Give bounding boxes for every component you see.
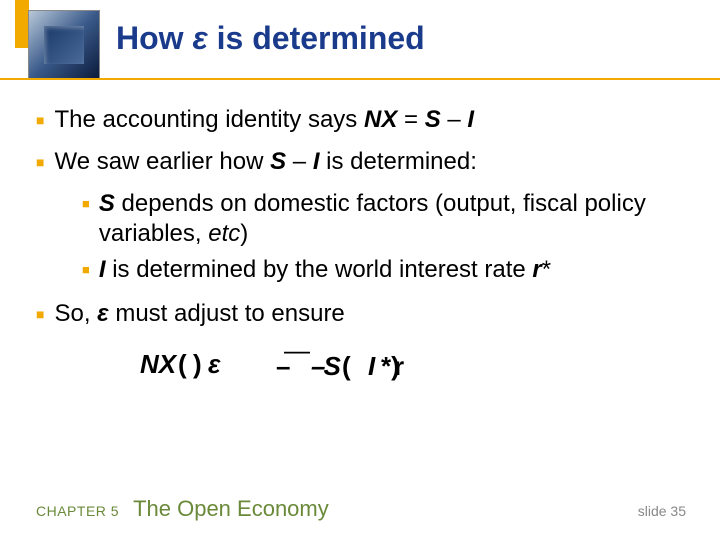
slide: How ε is determined ■ The accounting ide…: [0, 0, 720, 540]
bullet-2-text: We saw earlier how S – I is determined:: [54, 147, 476, 177]
bullet-2b: ■ I is determined by the world interest …: [82, 255, 686, 285]
text-etc: etc: [208, 220, 240, 247]
text: =: [397, 106, 424, 133]
text: The accounting identity says: [54, 106, 364, 133]
chapter-label: CHAPTER 5: [36, 503, 119, 519]
text: So,: [54, 300, 97, 327]
bullet-square-icon: ■: [82, 262, 90, 285]
bullet-3-text: So, ε must adjust to ensure: [54, 299, 344, 329]
bullet-square-icon: ■: [36, 154, 44, 177]
text: is determined:: [319, 148, 476, 175]
content-area: ■ The accounting identity says NX = S – …: [36, 105, 686, 385]
var-nx: NX: [364, 106, 397, 133]
slide-title: How ε is determined: [116, 20, 425, 57]
bullet-square-icon: ■: [36, 112, 44, 135]
corner-decorative-image: [28, 10, 100, 80]
accent-bar: [15, 0, 29, 48]
var-s: S: [99, 190, 115, 217]
slide-number: slide 35: [638, 503, 686, 519]
text: must adjust to ensure: [109, 300, 345, 327]
chapter-title: The Open Economy: [133, 496, 329, 522]
eq-nx: NX: [140, 349, 176, 380]
text: –: [286, 148, 313, 175]
text: depends on domestic factors (output, fis…: [99, 190, 646, 247]
title-suffix: is determined: [208, 20, 425, 56]
eq-s: –S: [311, 351, 339, 382]
var-r: r: [532, 256, 541, 283]
var-eps: ε: [97, 300, 108, 327]
title-symbol: ε: [192, 20, 207, 56]
text: We saw earlier how: [54, 148, 270, 175]
bullet-square-icon: ■: [82, 196, 90, 249]
text: *: [542, 256, 551, 283]
eq-lparen: (: [178, 349, 187, 380]
var-i: I: [467, 106, 474, 133]
bullet-3: ■ So, ε must adjust to ensure: [36, 299, 686, 329]
bullet-1: ■ The accounting identity says NX = S – …: [36, 105, 686, 135]
text: ): [240, 220, 248, 247]
text: is determined by the world interest rate: [106, 256, 533, 283]
eq-r: r: [394, 351, 404, 382]
eq-lparen2: (: [342, 351, 351, 382]
bullet-2: ■ We saw earlier how S – I is determined…: [36, 147, 686, 177]
var-s: S: [270, 148, 286, 175]
title-prefix: How: [116, 20, 192, 56]
equation: NX ( ) ε — – –S ( I *) r: [136, 341, 686, 385]
bullet-square-icon: ■: [36, 306, 44, 329]
bullet-2b-text: I is determined by the world interest ra…: [99, 255, 551, 285]
eq-i: I: [368, 351, 375, 382]
eq-minus: –: [276, 351, 290, 382]
footer-left: CHAPTER 5 The Open Economy: [36, 496, 329, 522]
bullet-2a: ■ S depends on domestic factors (output,…: [82, 189, 686, 249]
title-underline: [0, 78, 720, 80]
eq-eps: ε: [208, 349, 220, 380]
var-s: S: [425, 106, 441, 133]
bullet-1-text: The accounting identity says NX = S – I: [54, 105, 474, 135]
footer: CHAPTER 5 The Open Economy slide 35: [36, 496, 686, 522]
bullet-2a-text: S depends on domestic factors (output, f…: [99, 189, 686, 249]
eq-rparen: ): [193, 349, 202, 380]
text: –: [441, 106, 468, 133]
var-i: I: [99, 256, 106, 283]
